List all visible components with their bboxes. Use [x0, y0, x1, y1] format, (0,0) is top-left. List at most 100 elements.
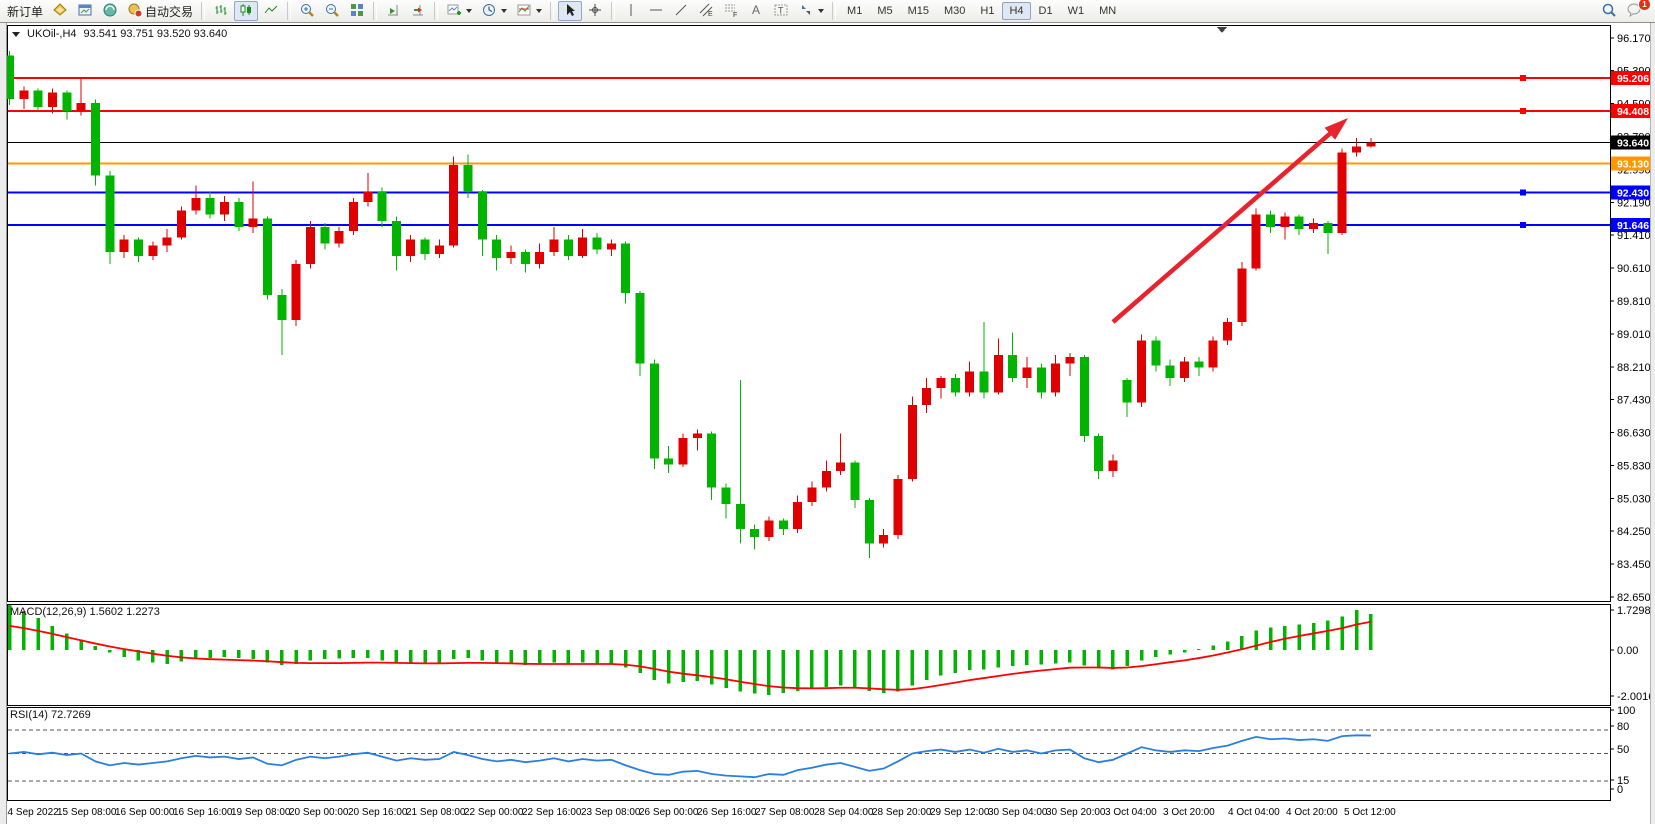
- horizontal-line-button[interactable]: [644, 1, 668, 21]
- price-badge-label: 92.430: [1617, 188, 1649, 200]
- notifications-button[interactable]: 1: [1622, 0, 1651, 21]
- candle-body: [1079, 357, 1089, 436]
- candle-body: [434, 245, 444, 254]
- macd-tick-label: -2.0016: [1617, 691, 1654, 703]
- macd-bar: [380, 650, 384, 661]
- equidistant-channel-button[interactable]: E: [694, 1, 718, 21]
- timeframe-button-m15[interactable]: M15: [907, 5, 929, 17]
- macd-label: MACD(12,26,9) 1.5602 1.2273: [10, 606, 160, 618]
- candle-body: [1323, 222, 1333, 234]
- macd-bar: [724, 650, 728, 688]
- trend-arrow[interactable]: [1111, 118, 1348, 324]
- rsi-tick-label: 80: [1617, 721, 1629, 733]
- text-button[interactable]: A: [744, 1, 768, 21]
- candle-body: [649, 363, 659, 459]
- price-tick-label: 91.410: [1617, 230, 1651, 242]
- chart-dropdown-icon[interactable]: [12, 31, 20, 37]
- time-axis-label: 21 Sep 08:00: [406, 807, 466, 818]
- candlestick-chart-button[interactable]: [234, 1, 259, 21]
- zoom-out-button[interactable]: [320, 1, 344, 21]
- autotrading-button[interactable]: 自动交易: [123, 1, 197, 21]
- market-watch-button[interactable]: [48, 1, 72, 21]
- macd-bar: [566, 650, 571, 664]
- crosshair-button[interactable]: [583, 1, 607, 21]
- text-label-button[interactable]: T: [769, 1, 793, 21]
- candle-body: [1266, 214, 1276, 227]
- zoom-in-button[interactable]: [295, 1, 319, 21]
- toolbar-separator: [550, 2, 555, 20]
- time-axis-label: 26 Sep 16:00: [697, 807, 757, 818]
- macd-bar: [509, 650, 513, 664]
- timeframe-button-d1[interactable]: D1: [1038, 5, 1053, 17]
- indicators-button[interactable]: [442, 1, 476, 21]
- price-axis: 96.17095.39094.59093.79092.99092.19091.4…: [1610, 33, 1651, 604]
- time-axis-label: 29 Sep 12:00: [930, 807, 990, 818]
- trendline-button[interactable]: [669, 1, 693, 21]
- chart-shift-button[interactable]: [406, 1, 430, 21]
- macd-bar: [1268, 627, 1273, 650]
- navigator-button[interactable]: [98, 1, 122, 21]
- arrows-button[interactable]: [794, 1, 828, 21]
- timeframe-button-w1[interactable]: W1: [1067, 5, 1085, 17]
- macd-bar: [709, 650, 714, 685]
- time-axis-label: 16 Sep 00:00: [115, 807, 175, 818]
- timeframe-button-m1[interactable]: M1: [847, 5, 863, 17]
- macd-bar: [910, 650, 915, 686]
- terminal-button[interactable]: [73, 1, 97, 21]
- candle-body: [33, 90, 43, 108]
- candle-body: [377, 191, 387, 221]
- macd-tick-label: 1.7298: [1617, 605, 1651, 617]
- macd-bar: [1010, 650, 1015, 667]
- templates-button[interactable]: [512, 1, 546, 21]
- candle-body: [535, 251, 545, 265]
- cursor-button[interactable]: [558, 1, 583, 21]
- candle-body: [334, 231, 344, 244]
- macd-bar: [552, 650, 556, 663]
- timeframe-button-m30[interactable]: M30: [944, 5, 966, 17]
- timeframe-button-h4[interactable]: H4: [1002, 2, 1031, 20]
- timeframe-button-m5[interactable]: M5: [877, 5, 893, 17]
- candle-body: [363, 191, 373, 203]
- macd-axis: 1.7298 0.00 -2.0016: [1610, 605, 1654, 703]
- candle-body: [936, 377, 946, 389]
- chart-title: UKOil-,H4 93.541 93.751 93.520 93.640: [12, 28, 227, 40]
- tile-windows-button[interactable]: [345, 1, 369, 21]
- hline-anchor: [1520, 189, 1526, 196]
- macd-bar: [881, 650, 886, 694]
- search-button[interactable]: [1597, 1, 1621, 21]
- toolbar-separator: [434, 2, 439, 20]
- market-watch-icon: [52, 2, 68, 21]
- candle-body: [635, 293, 645, 364]
- fibonacci-button[interactable]: F: [719, 1, 743, 21]
- toolbar-separator: [611, 2, 616, 20]
- candle-body: [563, 239, 573, 256]
- macd-bar: [752, 650, 757, 694]
- time-axis-label: 30 Sep 20:00: [1046, 807, 1106, 818]
- periods-button[interactable]: [477, 1, 511, 21]
- candle-body: [879, 535, 889, 544]
- auto-scroll-button[interactable]: [381, 1, 405, 21]
- timeframe-button-mn[interactable]: MN: [1099, 5, 1117, 17]
- time-axis-label: 28 Sep 20:00: [872, 807, 932, 818]
- macd-bar: [996, 650, 1001, 668]
- bars-chart-button[interactable]: [209, 1, 233, 21]
- price-tick-label: 86.630: [1617, 427, 1651, 439]
- window-right-edge[interactable]: [1650, 23, 1655, 824]
- timeframe-button-h1[interactable]: H1: [980, 5, 995, 17]
- new-order-button[interactable]: 新订单: [3, 1, 47, 21]
- dropdown-caret-icon: [536, 9, 543, 13]
- macd-histogram: [7, 605, 1373, 695]
- candle-body: [549, 239, 559, 252]
- candle-body: [850, 462, 860, 500]
- time-axis-label: 5 Oct 12:00: [1344, 807, 1396, 818]
- price-tick-label: 88.210: [1617, 362, 1651, 374]
- line-chart-button[interactable]: [259, 1, 283, 21]
- price-tick-label: 84.250: [1617, 526, 1651, 538]
- macd-bar: [1096, 650, 1101, 669]
- vertical-line-button[interactable]: [619, 1, 643, 21]
- macd-bar: [867, 650, 872, 691]
- macd-bar: [280, 650, 284, 665]
- candle-body: [47, 92, 57, 108]
